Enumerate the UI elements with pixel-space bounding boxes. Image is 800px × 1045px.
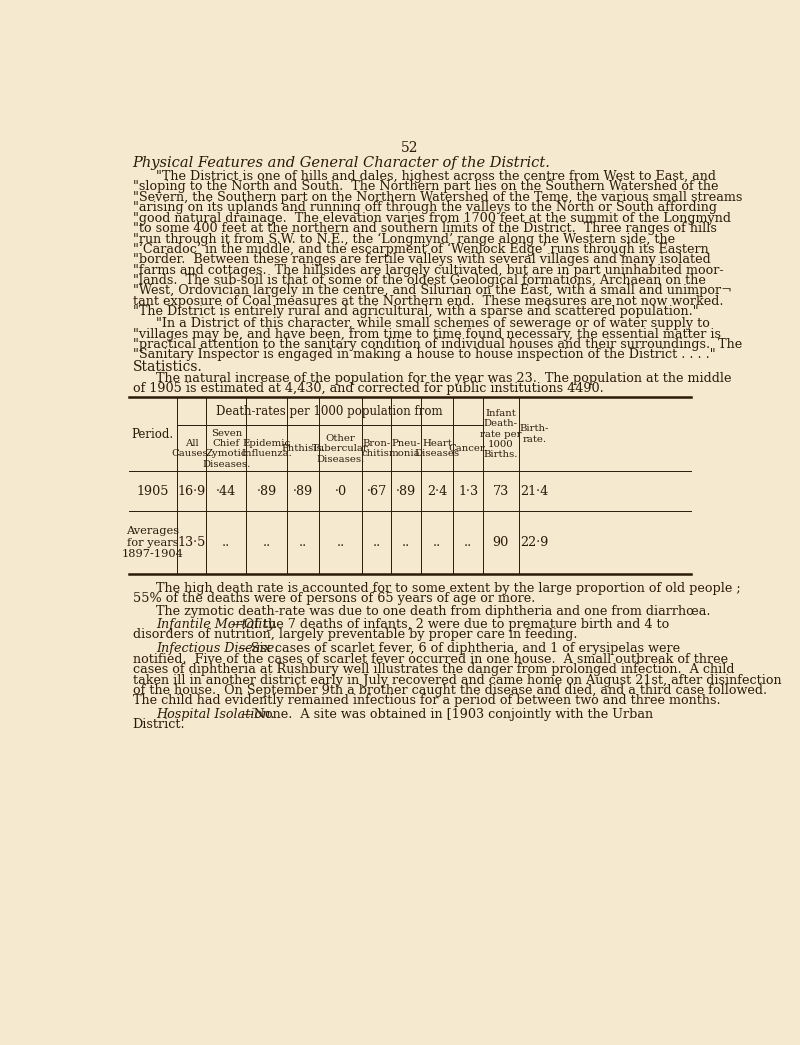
Text: —None.  A site was obtained in [1903 conjointly with the Urban: —None. A site was obtained in [1903 conj… xyxy=(241,707,653,721)
Text: notified.  Five of the cases of scarlet fever occurred in one house.  A small ou: notified. Five of the cases of scarlet f… xyxy=(133,653,728,666)
Text: ..: .. xyxy=(433,536,442,550)
Text: District.: District. xyxy=(133,718,185,732)
Text: Pneu-
monia.: Pneu- monia. xyxy=(389,439,423,459)
Text: "Sanitary Inspector is engaged in making a house to house inspection of the Dist: "Sanitary Inspector is engaged in making… xyxy=(133,348,715,362)
Text: Period.: Period. xyxy=(132,427,174,441)
Text: ..: .. xyxy=(262,536,270,550)
Text: ..: .. xyxy=(373,536,381,550)
Text: Epidemic
Influenza.: Epidemic Influenza. xyxy=(241,439,292,459)
Text: Death-rates per 1000 population from: Death-rates per 1000 population from xyxy=(217,405,443,418)
Text: All
Causes.: All Causes. xyxy=(171,439,211,459)
Text: 52: 52 xyxy=(402,141,418,155)
Text: "farms and cottages.  The hillsides are largely cultivated, but are in part unin: "farms and cottages. The hillsides are l… xyxy=(133,263,723,277)
Text: "lands.  The sub-soil is that of some of the oldest Geological formations, Archa: "lands. The sub-soil is that of some of … xyxy=(133,274,706,287)
Text: "good natural drainage.  The elevation varies from 1700 feet at the summit of th: "good natural drainage. The elevation va… xyxy=(133,212,730,225)
Text: Heart
Diseases: Heart Diseases xyxy=(414,439,460,459)
Text: Averages
for years
1897-1904: Averages for years 1897-1904 xyxy=(122,526,184,559)
Text: tant exposure of Coal measures at the Northern end.  These measures are not now : tant exposure of Coal measures at the No… xyxy=(133,295,723,308)
Text: 22·9: 22·9 xyxy=(520,536,549,550)
Text: "The District is entirely rural and agricultural, with a sparse and scattered po: "The District is entirely rural and agri… xyxy=(133,305,698,318)
Text: "‘Caradoc’ in the middle, and the escarpment of ‘Wenlock Edge’ runs through its : "‘Caradoc’ in the middle, and the escarp… xyxy=(133,242,708,256)
Text: 90: 90 xyxy=(493,536,509,550)
Text: "West, Ordovician largely in the centre, and Silurian on the East, with a small : "West, Ordovician largely in the centre,… xyxy=(133,284,731,298)
Text: ·89: ·89 xyxy=(396,485,416,497)
Text: Seven
Chief
Zymotic
Diseases.: Seven Chief Zymotic Diseases. xyxy=(202,428,250,469)
Text: 1·3: 1·3 xyxy=(458,485,478,497)
Text: of 1905 is estimated at 4,430, and corrected for public institutions 4490.: of 1905 is estimated at 4,430, and corre… xyxy=(133,382,603,395)
Text: ·89: ·89 xyxy=(293,485,313,497)
Text: "Severn, the Southern part on the Northern Watershed of the Teme, the various sm: "Severn, the Southern part on the Northe… xyxy=(133,191,742,204)
Text: ..: .. xyxy=(299,536,307,550)
Text: —Of the 7 deaths of infants, 2 were due to premature birth and 4 to: —Of the 7 deaths of infants, 2 were due … xyxy=(231,618,670,631)
Text: 1905: 1905 xyxy=(137,485,169,497)
Text: Birth-
rate.: Birth- rate. xyxy=(520,424,549,444)
Text: Bron-
chitis.: Bron- chitis. xyxy=(361,439,392,459)
Text: ·67: ·67 xyxy=(366,485,387,497)
Text: 16·9: 16·9 xyxy=(178,485,206,497)
Text: "villages may be, and have been, from time to time found necessary, the essentia: "villages may be, and have been, from ti… xyxy=(133,327,721,341)
Text: "practical attention to the sanitary condition of individual houses and their su: "practical attention to the sanitary con… xyxy=(133,338,742,351)
Text: ·0: ·0 xyxy=(334,485,346,497)
Text: The zymotic death-rate was due to one death from diphtheria and one from diarrhœ: The zymotic death-rate was due to one de… xyxy=(156,605,710,618)
Text: "sloping to the North and South.  The Northern part lies on the Southern Watersh: "sloping to the North and South. The Nor… xyxy=(133,181,718,193)
Text: 55% of the deaths were of persons of 65 years of age or more.: 55% of the deaths were of persons of 65 … xyxy=(133,593,535,605)
Text: Hospital Isolation.: Hospital Isolation. xyxy=(156,707,274,721)
Text: "border.  Between these ranges are fertile valleys with several villages and man: "border. Between these ranges are fertil… xyxy=(133,253,710,266)
Text: The natural increase of the population for the year was 23.  The population at t: The natural increase of the population f… xyxy=(156,372,731,385)
Text: "to some 400 feet at the northern and southern limits of the District.  Three ra: "to some 400 feet at the northern and so… xyxy=(133,222,717,235)
Text: Infantile Mortality.: Infantile Mortality. xyxy=(156,618,277,631)
Text: disorders of nutrition, largely preventable by proper care in feeding.: disorders of nutrition, largely preventa… xyxy=(133,628,577,642)
Text: ..: .. xyxy=(464,536,472,550)
Text: cases of diphtheria at Rushbury well illustrates the danger from prolonged infec: cases of diphtheria at Rushbury well ill… xyxy=(133,664,734,676)
Text: Other
Tubercular
Diseases.: Other Tubercular Diseases. xyxy=(312,434,369,464)
Text: "In a District of this character, while small schemes of sewerage or of water su: "In a District of this character, while … xyxy=(156,317,710,330)
Text: Statistics.: Statistics. xyxy=(133,361,202,374)
Text: of the house.  On September 9th a brother caught the disease and died, and a thi: of the house. On September 9th a brother… xyxy=(133,684,766,697)
Text: taken ill in another district early in July recovered and came home on August 21: taken ill in another district early in J… xyxy=(133,674,781,687)
Text: ..: .. xyxy=(337,536,345,550)
Text: "arising on its uplands and running off through the valleys to the North or Sout: "arising on its uplands and running off … xyxy=(133,202,717,214)
Text: Cancer.: Cancer. xyxy=(449,444,487,454)
Text: Infectious Disease.: Infectious Disease. xyxy=(156,643,278,655)
Text: The high death rate is accounted for to some extent by the large proportion of o: The high death rate is accounted for to … xyxy=(156,582,741,595)
Text: 13·5: 13·5 xyxy=(178,536,206,550)
Text: ..: .. xyxy=(222,536,230,550)
Text: —Six cases of scarlet fever, 6 of diphtheria, and 1 of erysipelas were: —Six cases of scarlet fever, 6 of diphth… xyxy=(238,643,680,655)
Text: 73: 73 xyxy=(493,485,509,497)
Text: Phthisis.: Phthisis. xyxy=(281,444,325,454)
Text: The child had evidently remained infectious for a period of between two and thre: The child had evidently remained infecti… xyxy=(133,695,720,707)
Text: 21·4: 21·4 xyxy=(520,485,549,497)
Text: Infant
Death-
rate per
1000
Births.: Infant Death- rate per 1000 Births. xyxy=(480,409,522,460)
Text: ·44: ·44 xyxy=(216,485,237,497)
Text: Physical Features and General Character of the District.: Physical Features and General Character … xyxy=(133,156,550,170)
Text: ..: .. xyxy=(402,536,410,550)
Text: 2·4: 2·4 xyxy=(427,485,447,497)
Text: ·89: ·89 xyxy=(257,485,277,497)
Text: "The District is one of hills and dales, highest across the centre from West to : "The District is one of hills and dales,… xyxy=(156,170,716,183)
Text: "run through it from S.W. to N.E., the ‘Longmynd’ range along the Western side, : "run through it from S.W. to N.E., the ‘… xyxy=(133,232,674,246)
